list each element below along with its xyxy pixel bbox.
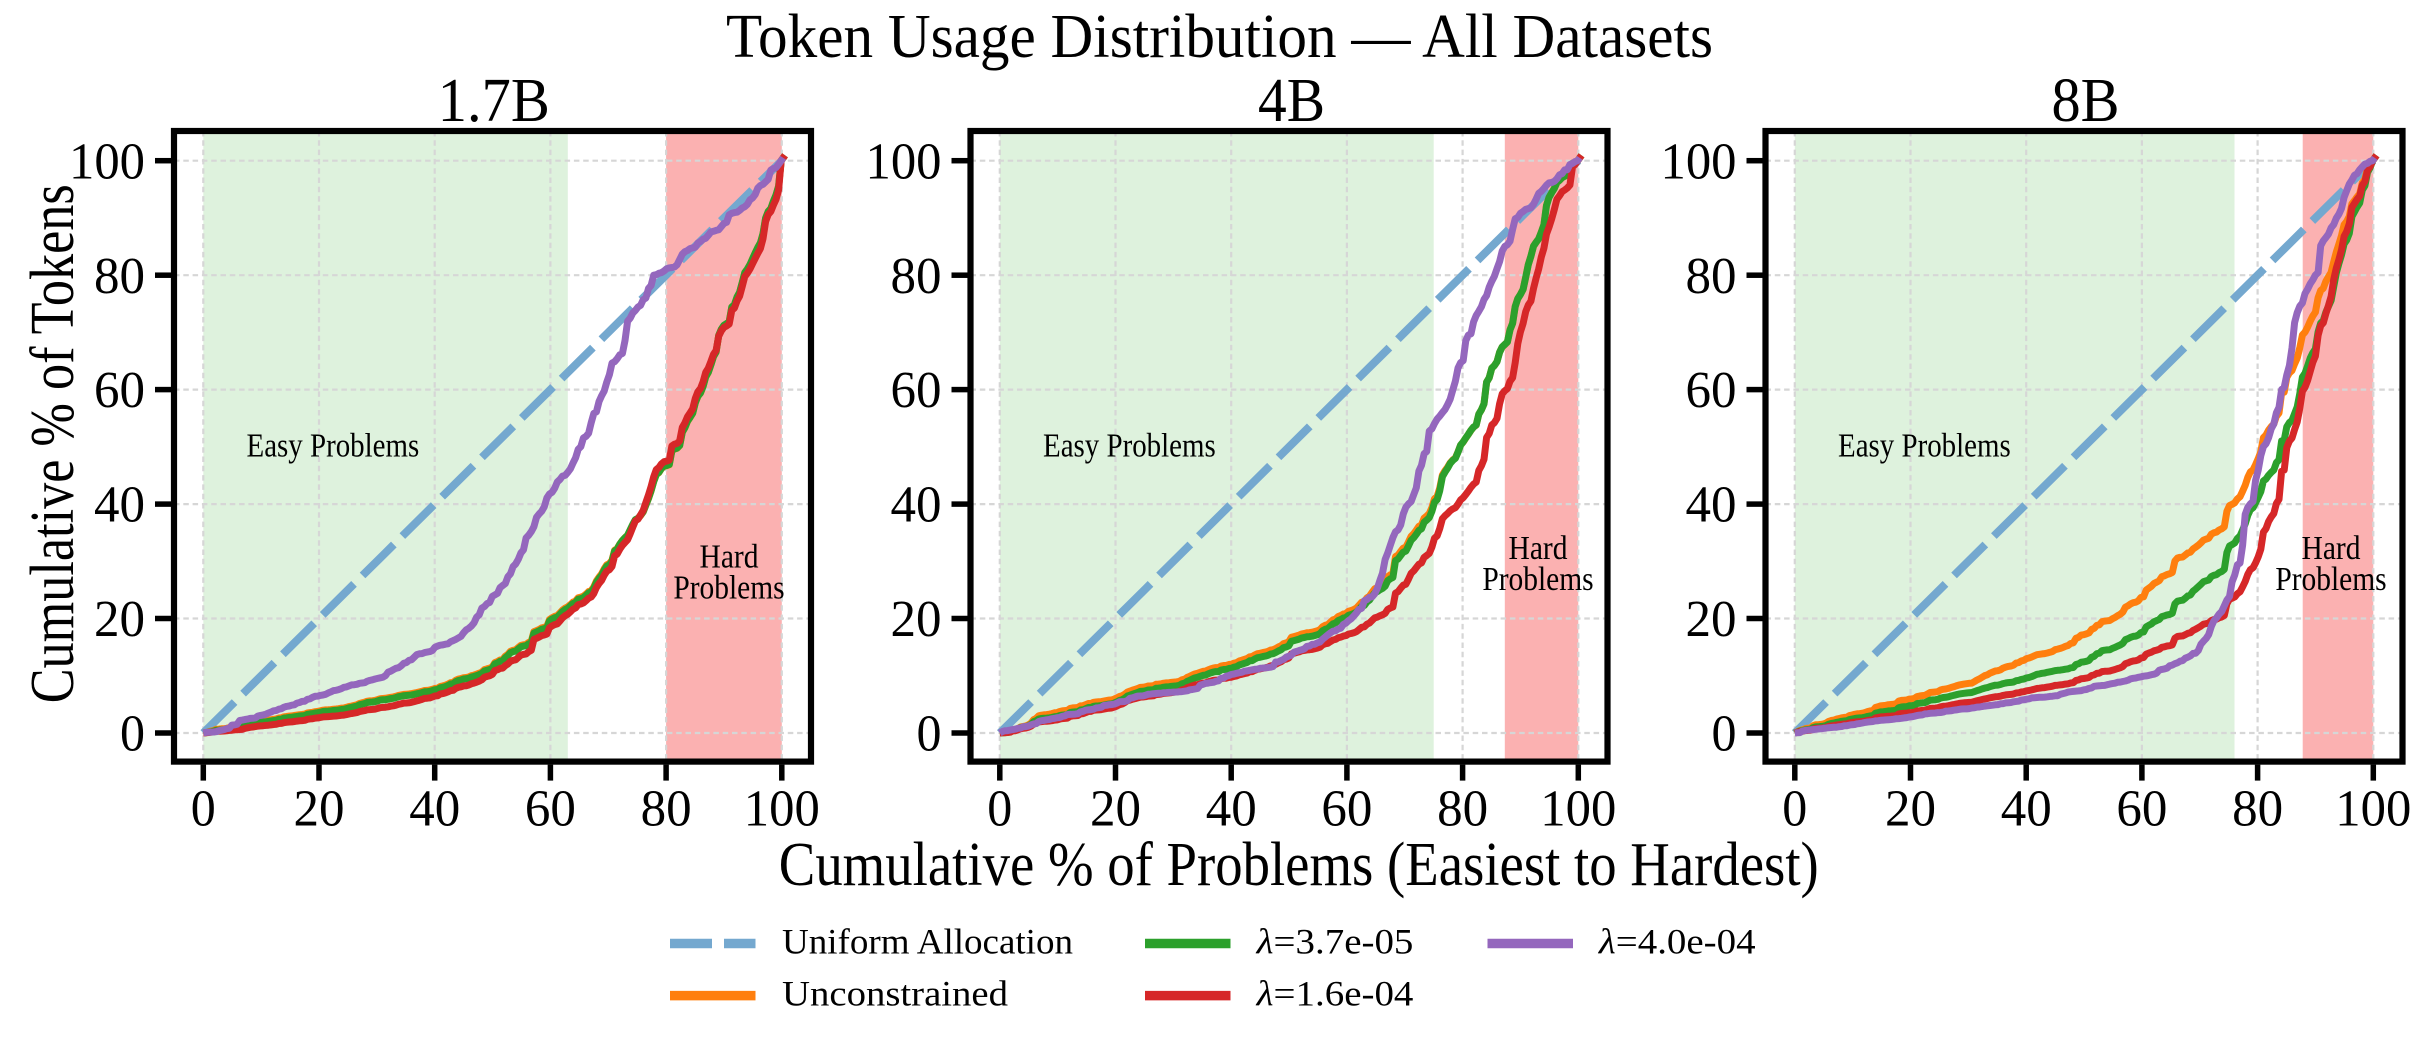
svg-text:Uniform Allocation: Uniform Allocation [782, 922, 1073, 962]
svg-text:40: 40 [94, 477, 145, 534]
svg-text:λ=1.6e-04: λ=1.6e-04 [1256, 974, 1414, 1014]
svg-text:80: 80 [94, 248, 145, 305]
svg-text:Easy Problems: Easy Problems [1838, 427, 2011, 464]
svg-text:0: 0 [917, 706, 942, 763]
svg-text:λ=4.0e-04: λ=4.0e-04 [1598, 922, 1756, 962]
svg-text:Easy Problems: Easy Problems [1043, 427, 1216, 464]
svg-text:40: 40 [891, 477, 942, 534]
svg-text:Problems: Problems [2275, 561, 2386, 598]
svg-text:8B: 8B [2052, 67, 2120, 135]
svg-text:60: 60 [525, 780, 576, 837]
svg-text:0: 0 [1782, 780, 1807, 837]
svg-text:Hard: Hard [1509, 530, 1568, 567]
svg-text:4B: 4B [1258, 67, 1325, 135]
svg-text:60: 60 [2116, 780, 2167, 837]
svg-text:Problems: Problems [1482, 561, 1593, 598]
svg-text:Token Usage Distribution — All: Token Usage Distribution — All Datasets [726, 3, 1713, 71]
svg-text:100: 100 [866, 133, 942, 190]
svg-text:λ=3.7e-05: λ=3.7e-05 [1256, 922, 1414, 962]
svg-text:80: 80 [1437, 780, 1488, 837]
svg-text:Hard: Hard [700, 539, 759, 576]
svg-text:80: 80 [891, 248, 942, 305]
svg-text:Cumulative % of Tokens: Cumulative % of Tokens [19, 184, 87, 703]
svg-text:80: 80 [641, 780, 692, 837]
svg-text:20: 20 [294, 780, 345, 837]
svg-text:20: 20 [1686, 591, 1737, 648]
svg-text:20: 20 [891, 591, 942, 648]
svg-text:40: 40 [409, 780, 460, 837]
svg-text:20: 20 [1885, 780, 1936, 837]
svg-text:100: 100 [1661, 133, 1737, 190]
svg-text:60: 60 [1321, 780, 1372, 837]
svg-text:80: 80 [2232, 780, 2283, 837]
svg-text:100: 100 [69, 133, 145, 190]
svg-text:60: 60 [891, 362, 942, 419]
svg-text:40: 40 [1206, 780, 1257, 837]
svg-text:20: 20 [1090, 780, 1141, 837]
svg-text:100: 100 [744, 780, 820, 837]
svg-text:80: 80 [1686, 248, 1737, 305]
svg-text:100: 100 [2335, 780, 2411, 837]
svg-text:60: 60 [1686, 362, 1737, 419]
svg-text:1.7B: 1.7B [438, 67, 550, 135]
svg-text:20: 20 [94, 591, 145, 648]
svg-text:Unconstrained: Unconstrained [782, 974, 1008, 1014]
svg-text:Cumulative % of Problems (Easi: Cumulative % of Problems (Easiest to Har… [779, 831, 1819, 899]
svg-text:40: 40 [2001, 780, 2052, 837]
svg-text:0: 0 [120, 706, 145, 763]
svg-text:Problems: Problems [673, 570, 784, 607]
svg-text:Hard: Hard [2302, 530, 2361, 567]
svg-text:0: 0 [987, 780, 1012, 837]
svg-text:40: 40 [1686, 477, 1737, 534]
svg-text:0: 0 [1712, 706, 1737, 763]
svg-text:0: 0 [191, 780, 216, 837]
svg-text:60: 60 [94, 362, 145, 419]
svg-text:100: 100 [1540, 780, 1616, 837]
svg-text:Easy Problems: Easy Problems [247, 427, 420, 464]
